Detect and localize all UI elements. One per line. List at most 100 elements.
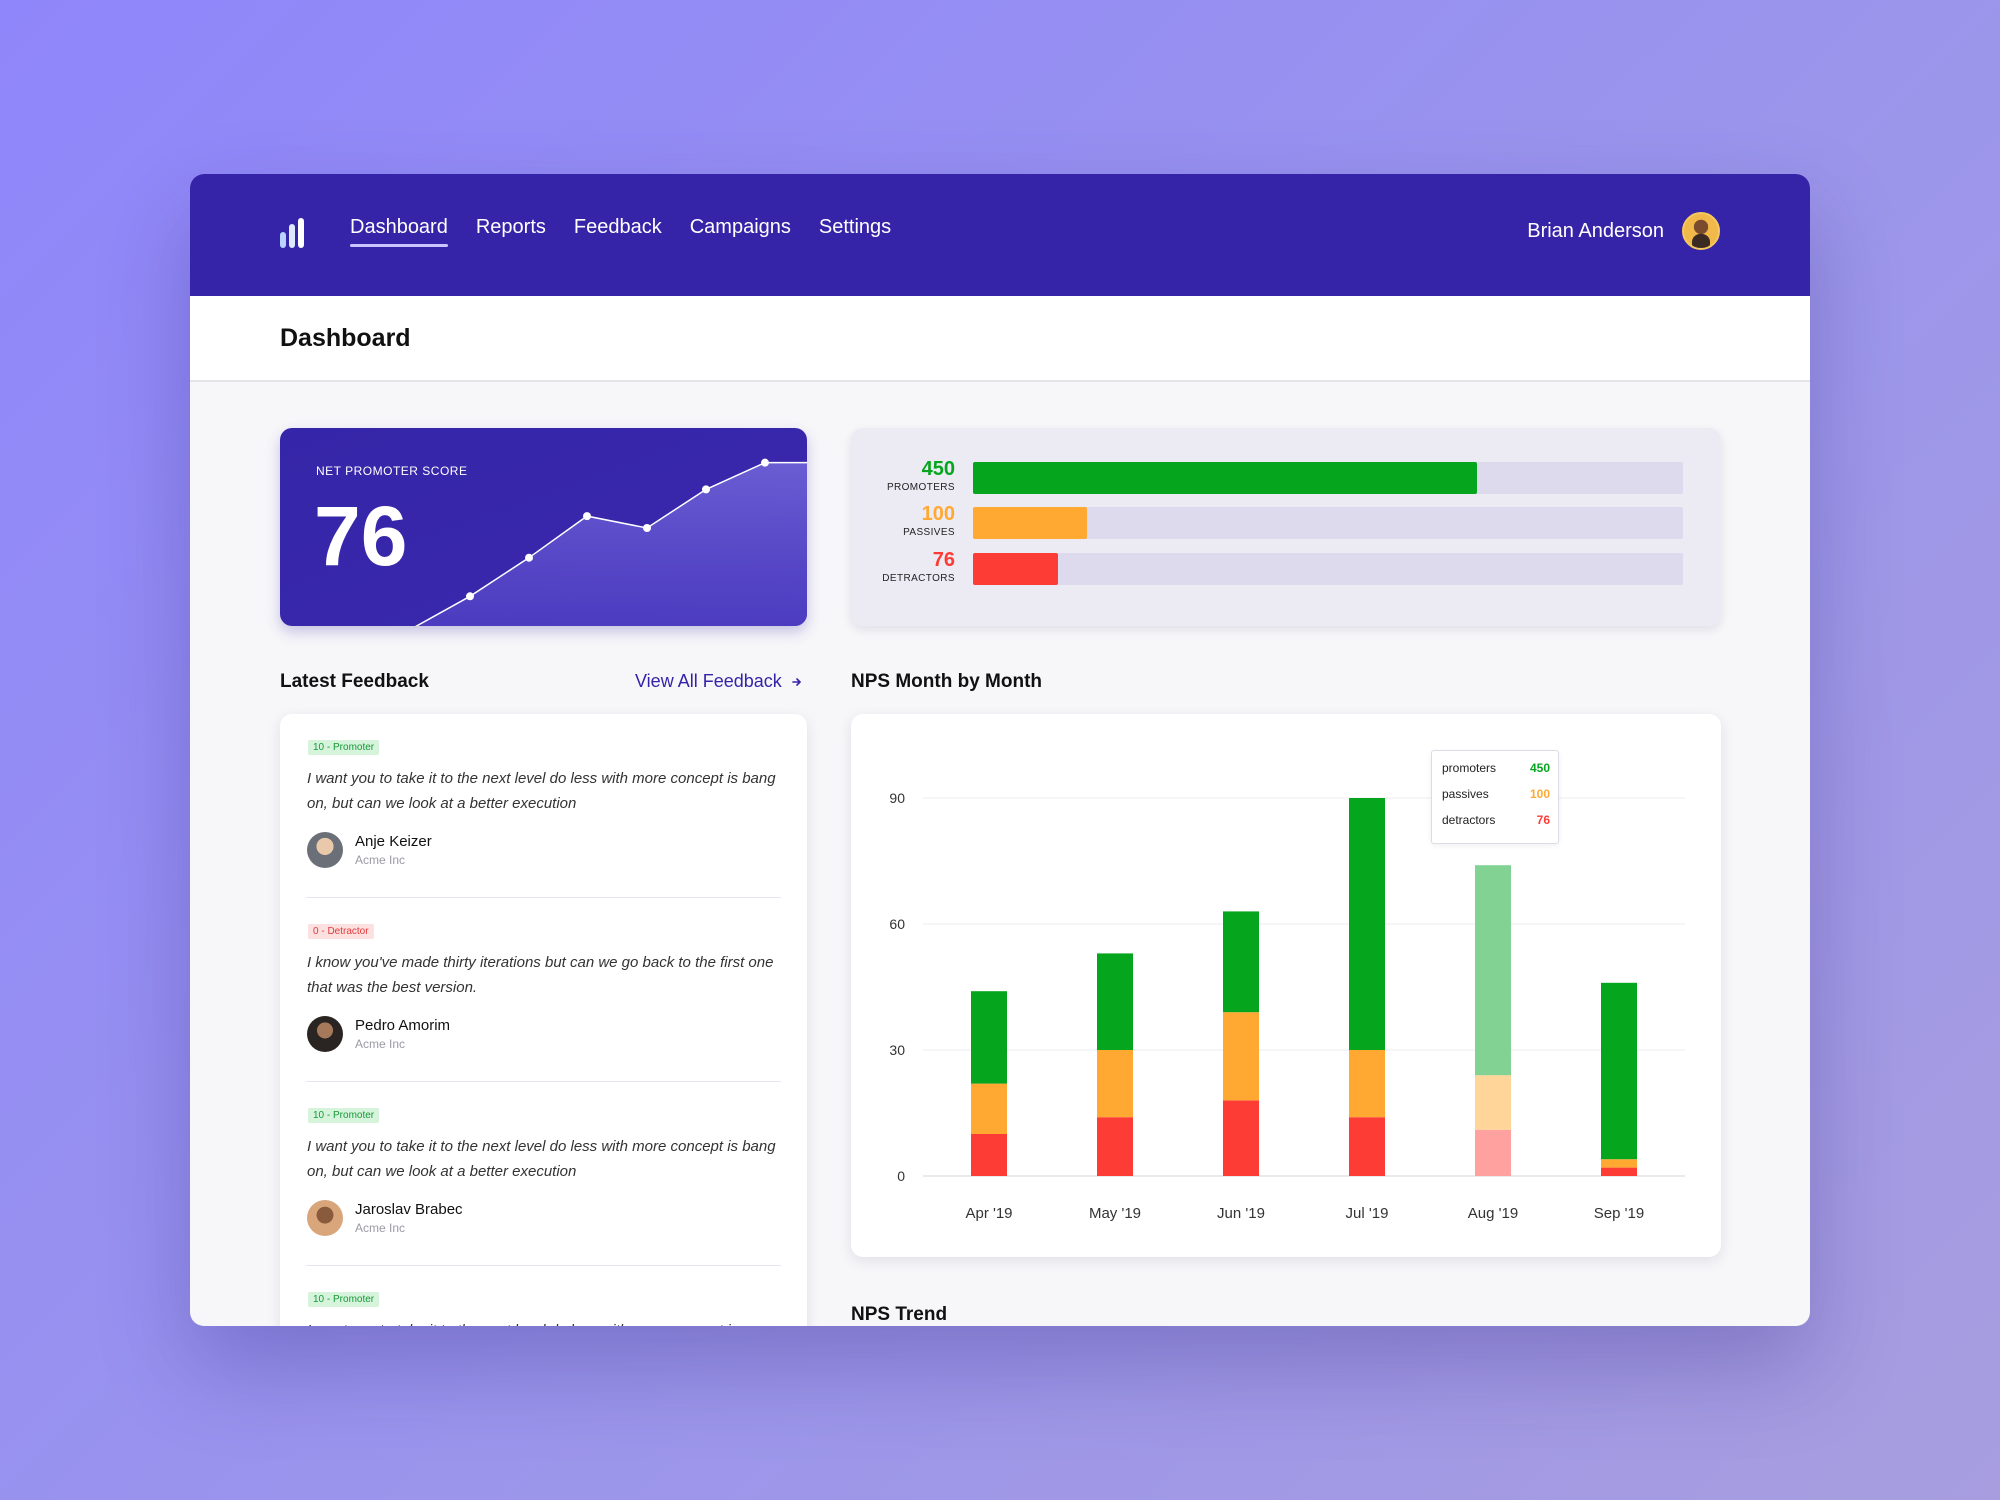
tooltip-row-detractors: detractors 76 <box>1442 813 1550 827</box>
y-tick-label: 90 <box>889 790 905 806</box>
feedback-item[interactable]: 10 - Promoter I want you to take it to t… <box>280 1082 807 1266</box>
detractors-bar-track <box>973 553 1683 585</box>
score-badge: 10 - Promoter <box>308 740 380 755</box>
feedback-quote: I want you to take it to the next level … <box>307 770 776 812</box>
bar-segment-passives <box>1601 1159 1637 1168</box>
x-tick-label: Sep '19 <box>1594 1205 1644 1222</box>
feedback-quote: I know you've made thirty iterations but… <box>307 954 774 996</box>
feedback-item[interactable]: 10 - Promoter I want you to take it to t… <box>280 714 807 898</box>
bar-segment-detractors <box>1223 1100 1259 1176</box>
detractors-bar-fill <box>973 553 1059 585</box>
sparkline-point <box>761 458 769 467</box>
tooltip-row-passives: passives 100 <box>1442 787 1550 801</box>
tooltip-row-promoters: promoters 450 <box>1442 761 1550 775</box>
passives-count: 100 <box>921 503 955 525</box>
nav-reports[interactable]: Reports <box>475 216 546 238</box>
nps-trend-title: NPS Trend <box>851 1304 948 1325</box>
app-window: Dashboard Reports Feedback Campaigns Set… <box>190 174 1810 1326</box>
bar-segment-detractors <box>1097 1117 1133 1176</box>
page-title: Dashboard <box>280 324 411 352</box>
y-tick-label: 60 <box>889 916 905 932</box>
bar-segment-promoters <box>1097 953 1133 1050</box>
view-all-feedback-link[interactable]: View All Feedback <box>635 671 802 692</box>
nav-feedback[interactable]: Feedback <box>573 216 662 238</box>
app-logo-icon[interactable] <box>280 218 306 248</box>
main-nav: Dashboard Reports Feedback Campaigns Set… <box>350 216 891 247</box>
nav-campaigns[interactable]: Campaigns <box>689 216 791 238</box>
sparkline-point <box>466 592 474 601</box>
bar-segment-promoters <box>1349 798 1385 1050</box>
author-avatar <box>307 1016 343 1052</box>
passives-bar-track <box>973 507 1683 539</box>
breakdown-row-passives: 100 PASSIVES <box>851 503 1721 541</box>
view-all-feedback-label[interactable]: View All Feedback <box>635 671 782 691</box>
bar-segment-passives <box>1097 1050 1133 1118</box>
author-name: Jaroslav Brabec <box>355 1201 463 1218</box>
bar-segment-passives <box>1223 1012 1259 1101</box>
chart-tooltip: promoters 450 passives 100 detractors 76 <box>1431 750 1559 844</box>
y-tick-label: 30 <box>889 1042 905 1058</box>
nps-sparkline <box>413 458 807 626</box>
bar-segment-passives <box>971 1083 1007 1134</box>
author-avatar <box>307 1200 343 1236</box>
nps-score-card: NET PROMOTER SCORE 76 <box>280 428 807 626</box>
score-badge: 10 - Promoter <box>308 1108 380 1123</box>
author-name: Anje Keizer <box>355 833 432 850</box>
promoters-label: PROMOTERS <box>886 482 955 493</box>
bar-segment-detractors <box>1349 1117 1385 1176</box>
bar-segment-promoters <box>1223 911 1259 1013</box>
sparkline-point <box>702 485 710 494</box>
passives-bar-fill <box>973 507 1087 539</box>
bar-segment-promoters <box>971 991 1007 1084</box>
detractors-count: 76 <box>932 549 955 571</box>
divider <box>306 1081 781 1082</box>
latest-feedback-title: Latest Feedback <box>280 671 429 692</box>
nav-dashboard[interactable]: Dashboard <box>350 216 448 247</box>
x-tick-label: Aug '19 <box>1468 1205 1518 1222</box>
tooltip-value: 76 <box>1536 813 1550 827</box>
nav-settings[interactable]: Settings <box>818 216 892 238</box>
promoters-bar-track <box>973 462 1683 494</box>
tooltip-value: 450 <box>1529 761 1550 775</box>
author-company: Acme Inc <box>355 853 406 867</box>
x-tick-label: Jun '19 <box>1217 1205 1265 1222</box>
nps-value: 76 <box>314 489 408 583</box>
sparkline-point <box>643 523 651 532</box>
x-tick-label: Apr '19 <box>965 1205 1012 1222</box>
bar-segment-promoters <box>1475 865 1511 1076</box>
tooltip-label: passives <box>1442 787 1489 801</box>
feedback-item[interactable]: 0 - Detractor I know you've made thirty … <box>280 898 807 1082</box>
user-avatar[interactable] <box>1682 212 1720 250</box>
nps-label: NET PROMOTER SCORE <box>316 464 468 478</box>
score-badge: 0 - Detractor <box>308 924 374 939</box>
top-navigation-bar: Dashboard Reports Feedback Campaigns Set… <box>190 174 1810 296</box>
bar-segment-detractors <box>971 1134 1007 1176</box>
sparkline-point <box>583 512 591 521</box>
tooltip-label: detractors <box>1442 813 1496 827</box>
divider <box>306 1265 781 1266</box>
promoters-bar-fill <box>973 462 1478 494</box>
x-tick-label: Jul '19 <box>1346 1205 1389 1222</box>
detractors-label: DETRACTORS <box>882 573 955 584</box>
arrow-right-icon <box>791 677 801 686</box>
breakdown-row-detractors: 76 DETRACTORS <box>851 549 1721 587</box>
feedback-author: Pedro Amorim Acme Inc <box>307 1016 450 1052</box>
sparkline-point <box>525 553 533 562</box>
bar-segment-detractors <box>1601 1167 1637 1176</box>
author-name: Pedro Amorim <box>355 1017 451 1034</box>
promoters-count: 450 <box>921 458 955 480</box>
sparkline-area <box>413 462 807 626</box>
y-tick-label: 0 <box>897 1168 905 1184</box>
feedback-item[interactable]: 10 - Promoter I want you to take it to t… <box>280 1266 807 1326</box>
nps-breakdown-card: 450 PROMOTERS 100 PASSIVES 76 DETRACTORS <box>851 428 1721 626</box>
user-name[interactable]: Brian Anderson <box>1527 219 1664 242</box>
nps-monthly-chart[interactable]: 0 30 60 90 Apr '19 May '19 Jun '19 Jul '19 Aug '… <box>851 714 1721 1257</box>
bar-segment-passives <box>1349 1050 1385 1118</box>
feedback-quote: I want you to take it to the next level … <box>307 1138 776 1180</box>
feedback-quote: I want you to take it to the next level … <box>307 1318 777 1326</box>
nps-monthly-title: NPS Month by Month <box>851 671 1043 692</box>
user-menu[interactable]: Brian Anderson <box>1527 212 1720 250</box>
score-badge: 10 - Promoter <box>308 1292 380 1307</box>
bar-segment-detractors <box>1475 1129 1511 1176</box>
author-company: Acme Inc <box>355 1221 406 1235</box>
